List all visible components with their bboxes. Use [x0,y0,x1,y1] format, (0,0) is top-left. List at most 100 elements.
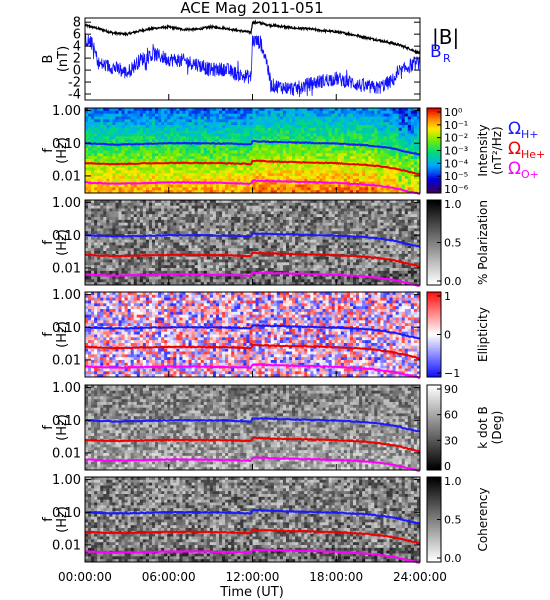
spectrogram-cell [261,164,266,168]
spectrogram-cell [392,170,397,174]
spectrogram-cell [106,173,110,177]
spectrogram-cell [194,236,199,241]
spectrogram-cell [304,150,308,154]
spectrogram-cell [225,122,229,126]
spectrogram-cell [100,187,104,191]
spectrogram-cell [407,181,412,185]
spectrogram-cell [219,150,223,154]
spectrogram-cell [307,139,311,143]
spectrogram-cell [337,139,342,143]
spectrogram-cell [212,178,217,183]
spectrogram-cell [282,161,287,166]
spectrogram-cell [295,144,299,149]
spectrogram-cell [240,110,244,115]
spectrogram-cell [158,178,162,183]
spectrogram-cell [142,176,147,180]
spectrogram-cell [152,200,156,204]
spectrogram-cell [322,113,326,117]
spectrogram-cell [170,136,174,140]
spectrogram-cell [209,110,214,115]
spectrogram-cell [295,139,299,143]
spectrogram-cell [279,178,284,183]
spectrogram-cell [215,113,220,117]
spectrogram-cell [398,176,403,180]
spectrogram-cell [112,142,116,146]
spectrogram-cell [295,190,299,194]
spectrogram-cell [97,208,101,212]
spectrogram-cell [109,150,113,154]
spectrogram-cell [273,170,278,174]
spectrogram-cell [200,127,205,132]
spectrogram-cell [191,144,196,149]
spectrogram-cell [231,153,235,157]
spectrogram-cell [234,144,238,149]
spectrogram-cell [97,211,101,215]
spectrogram-cell [118,144,122,149]
spectrogram-cell [374,159,378,163]
spectrogram-cell [261,110,266,115]
spectrogram-cell [100,147,104,151]
spectrogram-cell [374,108,378,112]
spectrogram-cell [252,164,256,168]
spectrogram-cell [310,110,314,115]
spectrogram-cell [121,170,125,174]
spectrogram-cell [289,139,293,143]
spectrogram-cell [136,208,141,212]
spectrogram-cell [191,214,196,218]
spectrogram-cell [383,150,387,154]
spectrogram-cell [410,153,415,157]
spectrogram-cell [152,116,156,120]
spectrogram-cell [170,248,174,252]
spectrogram-cell [161,222,165,226]
spectrogram-cell [243,245,247,249]
spectrogram-cell [194,211,199,215]
spectrogram-cell [121,108,125,112]
spectrogram-cell [145,262,150,266]
spectrogram-cell [94,217,98,221]
spectrogram-cell [240,205,244,209]
spectrogram-cell [94,173,98,177]
spectrogram-cell [334,167,339,171]
spectrogram-cell [85,116,89,120]
spectrogram-cell [252,187,256,191]
spectrogram-cell [124,239,129,243]
spectrogram-cell [85,133,89,137]
spectrogram-cell [240,214,244,218]
spectrogram-cell [115,259,119,263]
spectrogram-cell [416,176,421,180]
spectrogram-cell [392,119,397,123]
spectrogram-cell [310,187,314,191]
spectrogram-cell [145,265,150,269]
spectrogram-cell [106,125,110,129]
spectrogram-cell [206,205,211,209]
spectrogram-cell [206,200,211,204]
spectrogram-cell [161,167,165,171]
spectrogram-cell [148,119,153,123]
spectrogram-cell [304,108,308,112]
spectrogram-cell [231,144,235,149]
spectrogram-cell [85,119,89,123]
spectrogram-cell [365,125,369,129]
spectrogram-cell [97,245,101,249]
spectrogram-cell [118,108,122,112]
spectrogram-cell [310,108,314,112]
spectrogram-cell [258,116,263,120]
spectrogram-cell [161,130,165,134]
spectrogram-cell [240,270,244,275]
spectrogram-cell [234,205,238,209]
spectrogram-cell [410,133,415,137]
spectrogram-cell [121,251,125,255]
spectrogram-cell [282,173,287,177]
spectrogram-cell [209,164,214,168]
spectrogram-cell [161,164,165,168]
spectrogram-cell [252,127,256,132]
spectrogram-cell [240,231,244,235]
spectrogram-cell [115,156,119,160]
spectrogram-cell [343,170,348,174]
spectrogram-cell [340,139,345,143]
spectrogram-cell [219,200,223,204]
spectrogram-cell [182,184,186,188]
spectrogram-cell [139,276,144,280]
spectrogram-cell [401,130,406,134]
spectrogram-cell [365,187,369,191]
